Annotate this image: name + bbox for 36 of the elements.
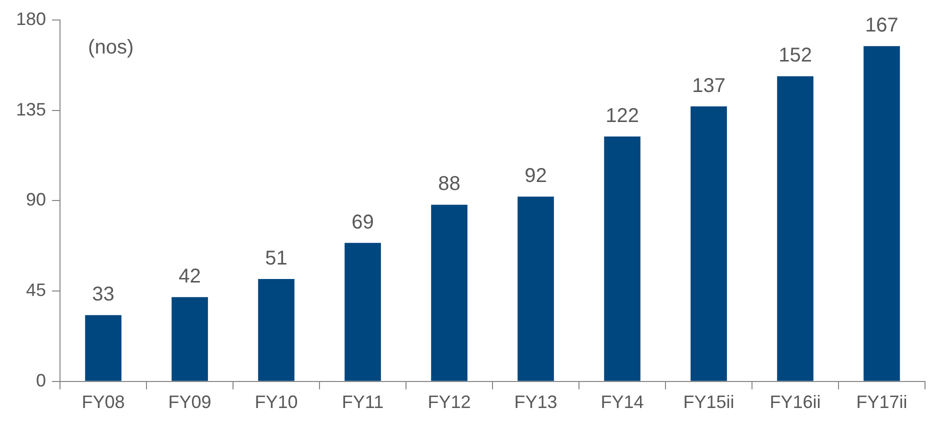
x-tick-label: FY11 bbox=[342, 392, 384, 412]
bar bbox=[690, 106, 727, 381]
bar bbox=[258, 279, 294, 381]
annotation: (nos) bbox=[88, 36, 134, 59]
y-tick-label: 135 bbox=[16, 99, 46, 120]
x-tick-label: FY09 bbox=[168, 392, 212, 412]
bar bbox=[604, 136, 640, 381]
x-tick-label: FY13 bbox=[514, 392, 558, 412]
data-label: 88 bbox=[438, 173, 460, 196]
bar bbox=[85, 315, 122, 381]
data-label: 51 bbox=[265, 248, 288, 270]
data-label: 92 bbox=[524, 165, 547, 188]
data-label: 152 bbox=[778, 44, 812, 67]
data-label: 33 bbox=[92, 284, 114, 306]
y-tick-label: 90 bbox=[26, 190, 46, 210]
data-label: 167 bbox=[865, 14, 898, 37]
bar bbox=[864, 46, 900, 381]
bar bbox=[344, 242, 381, 381]
data-label: 42 bbox=[178, 266, 201, 288]
x-tick-label: FY14 bbox=[600, 392, 644, 412]
bar bbox=[777, 76, 814, 381]
bar bbox=[518, 196, 554, 381]
y-tick-label: 0 bbox=[36, 370, 46, 390]
bar bbox=[431, 204, 468, 381]
data-label: 69 bbox=[352, 211, 374, 234]
y-tick-label: 180 bbox=[16, 8, 46, 29]
x-tick-label: FY15ii bbox=[683, 392, 734, 412]
x-tick-label: FY17ii bbox=[856, 392, 908, 412]
bar bbox=[172, 297, 208, 381]
x-tick-label: FY08 bbox=[82, 392, 125, 412]
data-label: 122 bbox=[606, 104, 639, 127]
x-tick-label: FY12 bbox=[428, 392, 471, 412]
x-tick-label: FY16ii bbox=[770, 392, 821, 412]
data-label: 137 bbox=[692, 74, 726, 97]
x-tick-label: FY10 bbox=[254, 392, 298, 412]
y-tick-label: 45 bbox=[26, 280, 46, 300]
